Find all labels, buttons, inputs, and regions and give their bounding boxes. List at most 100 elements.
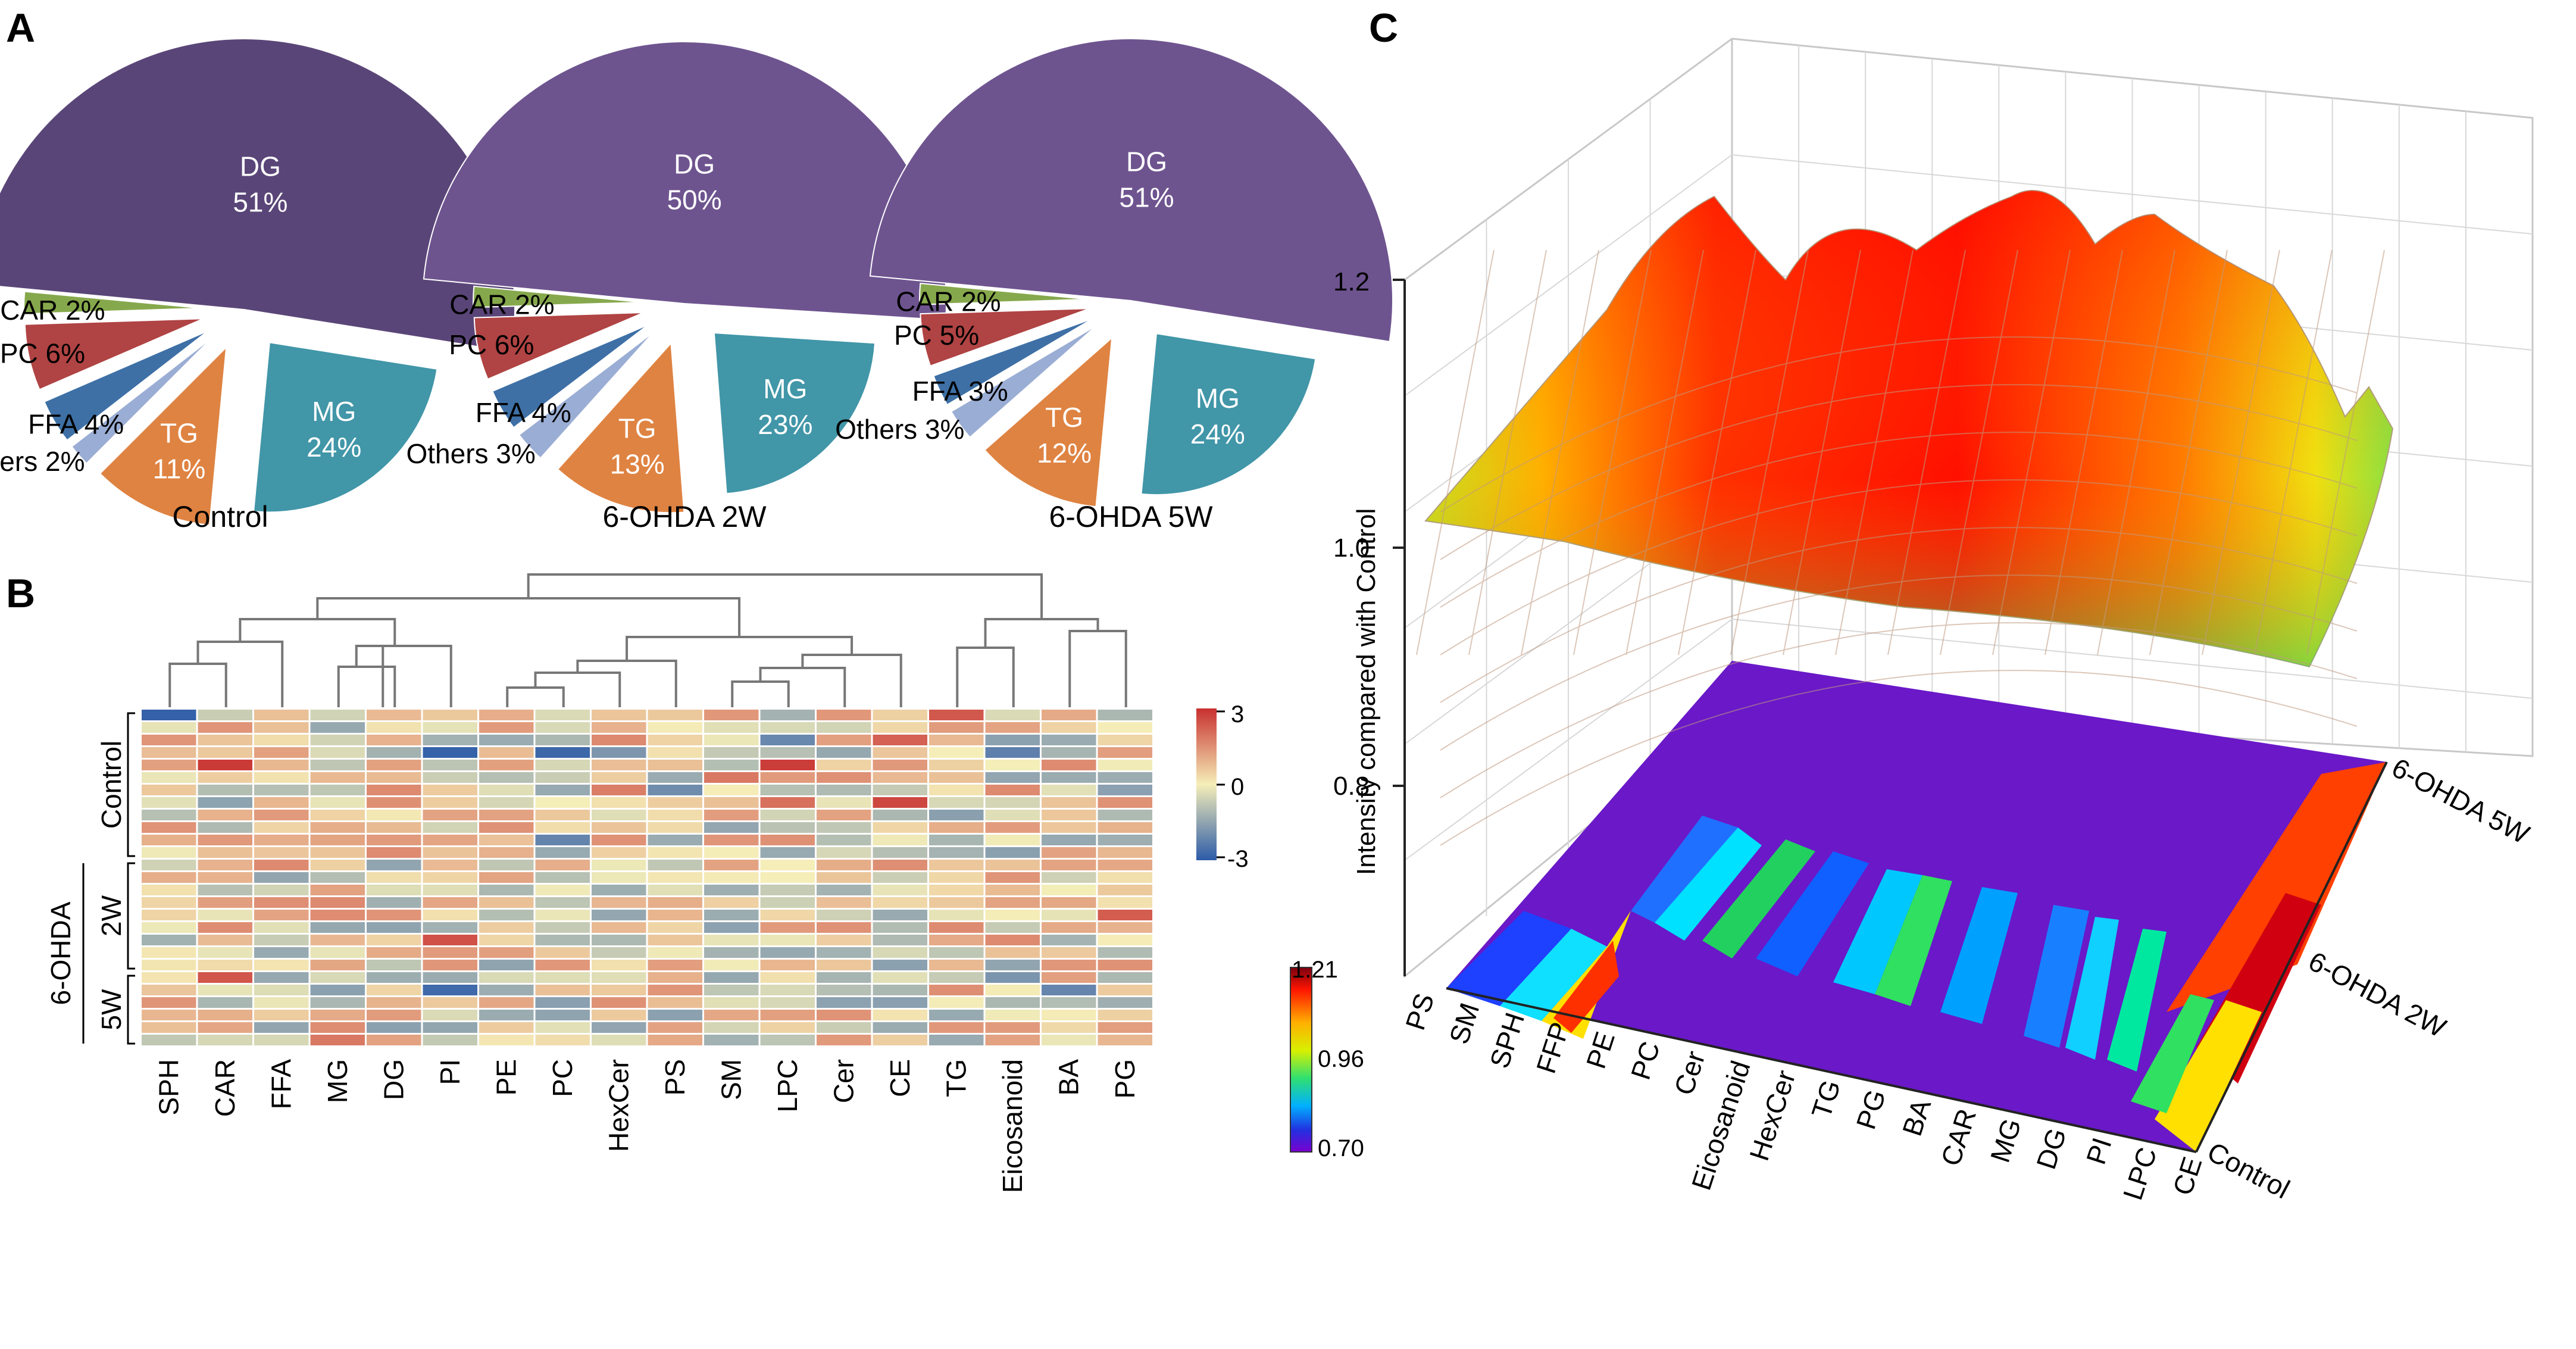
mesh-line <box>1440 384 2358 560</box>
mesh-line <box>1521 249 1599 655</box>
heatmap-cell <box>254 722 309 733</box>
heatmap-cell <box>1042 860 1096 870</box>
heatmap-cell <box>1042 922 1096 933</box>
heatmap-cell <box>929 997 984 1008</box>
heatmap-cell <box>142 822 196 833</box>
heatmap-cell <box>873 935 927 945</box>
heatmap-cell <box>704 735 759 745</box>
heatmap-cell <box>985 760 1040 770</box>
mesh-line <box>1887 249 1966 655</box>
heatmap-cell <box>310 1035 365 1045</box>
heatmap-cell <box>535 1022 590 1033</box>
heatmap-cell <box>479 747 534 758</box>
heatmap-cell <box>985 860 1040 870</box>
heatmap-cell <box>929 810 984 820</box>
heatmap-cell <box>142 935 196 945</box>
heatmap-cell <box>1042 772 1096 783</box>
heatmap-cell <box>535 810 590 820</box>
heatmap-cell <box>310 985 365 995</box>
heatmap-cell <box>1042 822 1096 833</box>
heatmap-cell <box>423 1035 477 1045</box>
heatmap-cell <box>985 997 1040 1008</box>
heatmap-cell <box>817 847 871 858</box>
heatmap-cell <box>704 860 759 870</box>
heatmap-cell <box>254 872 309 883</box>
heatmap-cell <box>423 860 477 870</box>
mesh-line <box>2044 249 2123 655</box>
heatmap-cell <box>760 747 815 758</box>
heatmap-cell <box>985 897 1040 908</box>
heatmap-cell <box>817 735 871 745</box>
mesh-line <box>1440 527 2358 703</box>
heatmap-colorbar-tick: 0 <box>1231 774 1244 800</box>
heatmap-cell <box>648 1010 702 1020</box>
heatmap-cell <box>648 1022 702 1033</box>
pie-slice-tg <box>984 336 1113 508</box>
surface <box>1416 190 2394 846</box>
heatmap-cell <box>254 822 309 833</box>
heatmap-colorbar-tick: 3 <box>1231 701 1244 727</box>
heatmap-cell <box>760 1035 815 1045</box>
surface-y-label: 6-OHDA 2W <box>2303 945 2451 1044</box>
heatmap-cell <box>535 760 590 770</box>
heatmap-cell <box>142 897 196 908</box>
heatmap-cell <box>1098 722 1152 733</box>
dendrogram-link <box>956 647 1015 707</box>
heatmap-cell <box>423 972 477 983</box>
heatmap-cell <box>198 847 252 858</box>
heatmap-cell <box>648 960 702 970</box>
heatmap-cell <box>873 810 927 820</box>
heatmap-cell <box>310 947 365 958</box>
heatmap-cell <box>479 822 534 833</box>
heatmap-cell <box>423 822 477 833</box>
dendrogram-link <box>731 680 790 707</box>
heatmap-cell <box>817 722 871 733</box>
heatmap-cell <box>479 1035 534 1045</box>
pie-slice-ffa <box>492 324 649 429</box>
heatmap-cell <box>704 822 759 833</box>
heatmap-cell <box>198 935 252 945</box>
heatmap-column-label: LPC <box>772 1059 803 1112</box>
surface-x-label: PE <box>1580 1028 1621 1072</box>
heatmap-cell <box>760 972 815 983</box>
heatmap-cell <box>929 822 984 833</box>
heatmap-cell <box>704 885 759 895</box>
heatmap-cell <box>592 997 646 1008</box>
heatmap-cell <box>423 947 477 958</box>
heatmap-cell <box>1042 985 1096 995</box>
heatmap-cell <box>704 960 759 970</box>
heatmap-cell <box>592 747 646 758</box>
heatmap-cell <box>929 935 984 945</box>
heatmap-cell <box>929 897 984 908</box>
heatmap-cell <box>760 835 815 845</box>
heatmap-cell <box>142 885 196 895</box>
heatmap-cell <box>479 835 534 845</box>
heatmap-cell <box>704 810 759 820</box>
heatmap-cell <box>817 747 871 758</box>
heatmap-cell <box>704 710 759 720</box>
heatmap-cell <box>423 922 477 933</box>
heatmap-cell <box>535 935 590 945</box>
heatmap-cell <box>254 735 309 745</box>
heatmap-cell <box>535 747 590 758</box>
heatmap-cell <box>479 847 534 858</box>
heatmap-cell <box>817 797 871 808</box>
heatmap-cell <box>198 1010 252 1020</box>
heatmap-cell <box>817 935 871 945</box>
heatmap-cell <box>423 722 477 733</box>
surface-x-label: TG <box>1805 1076 1846 1122</box>
heatmap-cell <box>929 772 984 783</box>
mesh-line <box>1440 336 2358 513</box>
heatmap-cell <box>592 797 646 808</box>
heatmap-cell <box>929 847 984 858</box>
heatmap-cell <box>704 972 759 983</box>
heatmap-cell <box>198 735 252 745</box>
heatmap-cell <box>198 835 252 845</box>
heatmap-cell <box>873 835 927 845</box>
heatmap-cell <box>1098 872 1152 883</box>
heatmap-cell <box>535 960 590 970</box>
pie-title: 6-OHDA 5W <box>1049 500 1213 533</box>
pie-outside-label: FFA 4% <box>476 397 571 428</box>
heatmap-cell <box>817 810 871 820</box>
dendrogram-link <box>506 686 565 707</box>
